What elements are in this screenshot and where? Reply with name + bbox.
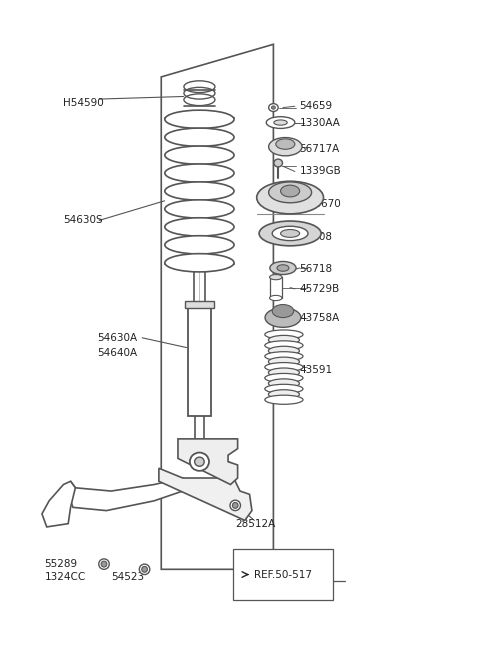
Text: REF.50-517: REF.50-517: [254, 569, 312, 579]
Text: 1339GB: 1339GB: [300, 167, 341, 176]
Ellipse shape: [265, 384, 303, 394]
Ellipse shape: [276, 139, 295, 150]
Ellipse shape: [270, 262, 296, 274]
Ellipse shape: [272, 106, 276, 109]
Text: H54590: H54590: [63, 98, 104, 108]
Ellipse shape: [274, 120, 287, 125]
Ellipse shape: [139, 564, 150, 575]
Ellipse shape: [101, 561, 107, 567]
Text: 1330AA: 1330AA: [300, 117, 340, 127]
Ellipse shape: [232, 502, 238, 508]
Ellipse shape: [265, 395, 303, 404]
Ellipse shape: [268, 390, 300, 399]
Ellipse shape: [268, 357, 300, 366]
Ellipse shape: [165, 236, 234, 254]
Ellipse shape: [281, 185, 300, 197]
Ellipse shape: [268, 368, 300, 377]
Polygon shape: [159, 462, 252, 520]
Ellipse shape: [268, 335, 300, 344]
Ellipse shape: [265, 308, 301, 327]
Text: 54659: 54659: [300, 101, 333, 112]
Text: 54523: 54523: [111, 572, 144, 582]
Ellipse shape: [165, 200, 234, 218]
Ellipse shape: [165, 110, 234, 129]
Ellipse shape: [277, 265, 289, 272]
Ellipse shape: [230, 500, 240, 510]
Text: 56718: 56718: [300, 264, 333, 274]
Ellipse shape: [257, 181, 324, 214]
Text: 28512A: 28512A: [235, 519, 276, 529]
Ellipse shape: [165, 128, 234, 146]
Polygon shape: [161, 45, 274, 569]
Ellipse shape: [268, 346, 300, 356]
Ellipse shape: [270, 274, 282, 279]
Bar: [185, 300, 214, 308]
Text: H54670: H54670: [300, 199, 340, 209]
Ellipse shape: [165, 146, 234, 164]
Text: 54630S: 54630S: [63, 215, 103, 226]
Ellipse shape: [281, 230, 300, 237]
Polygon shape: [178, 439, 238, 485]
Ellipse shape: [272, 304, 294, 318]
Text: 54640A: 54640A: [97, 348, 137, 358]
Ellipse shape: [265, 352, 303, 361]
Ellipse shape: [265, 363, 303, 372]
Ellipse shape: [269, 138, 302, 156]
Ellipse shape: [268, 379, 300, 388]
Ellipse shape: [165, 254, 234, 272]
Ellipse shape: [274, 159, 282, 167]
Ellipse shape: [195, 457, 204, 466]
Text: 56717A: 56717A: [300, 144, 340, 154]
Ellipse shape: [266, 117, 295, 129]
Ellipse shape: [265, 341, 303, 350]
Ellipse shape: [269, 104, 278, 112]
Ellipse shape: [269, 182, 312, 203]
Polygon shape: [42, 482, 75, 527]
Ellipse shape: [272, 226, 308, 241]
Ellipse shape: [259, 221, 321, 246]
Text: 55289: 55289: [44, 559, 77, 569]
Text: 43758A: 43758A: [300, 313, 340, 323]
Ellipse shape: [190, 453, 209, 471]
Bar: [270, 277, 282, 298]
Text: 45729B: 45729B: [300, 284, 340, 294]
Text: 54608: 54608: [300, 232, 333, 241]
Ellipse shape: [165, 182, 234, 200]
Ellipse shape: [265, 373, 303, 382]
Ellipse shape: [99, 559, 109, 569]
Ellipse shape: [165, 164, 234, 182]
Bar: [188, 308, 211, 416]
Polygon shape: [68, 478, 183, 510]
Ellipse shape: [142, 566, 147, 572]
Ellipse shape: [265, 330, 303, 339]
Ellipse shape: [270, 295, 282, 300]
Ellipse shape: [165, 218, 234, 236]
Text: 1324CC: 1324CC: [44, 572, 85, 582]
Text: 43591: 43591: [300, 365, 333, 375]
Text: 54630A: 54630A: [97, 333, 137, 343]
